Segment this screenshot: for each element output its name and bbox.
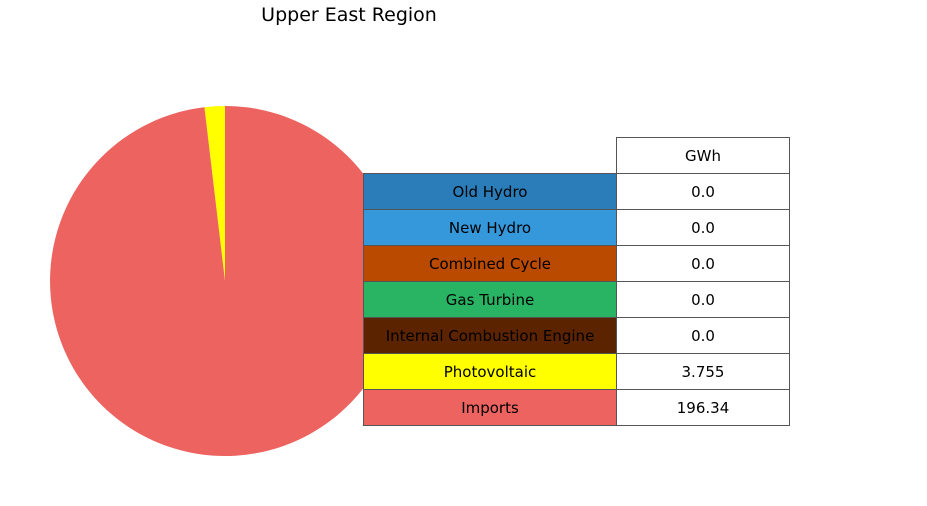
row-value: 0.0 bbox=[616, 317, 790, 354]
row-label: Old Hydro bbox=[363, 173, 617, 210]
row-label: Imports bbox=[363, 389, 617, 426]
table-row: Imports 196.34 bbox=[363, 389, 790, 426]
table-row: Old Hydro 0.0 bbox=[363, 173, 790, 210]
row-label: Photovoltaic bbox=[363, 353, 617, 390]
column-header-gwh: GWh bbox=[616, 137, 790, 174]
pie-slices bbox=[50, 106, 401, 457]
row-value: 3.755 bbox=[616, 353, 790, 390]
table-corner-cell bbox=[364, 138, 617, 174]
row-value: 0.0 bbox=[616, 281, 790, 318]
pie-slice-photovoltaic bbox=[204, 106, 225, 281]
row-value: 0.0 bbox=[616, 245, 790, 282]
table-row: Combined Cycle 0.0 bbox=[363, 245, 790, 282]
table-row: New Hydro 0.0 bbox=[363, 209, 790, 246]
data-table: GWh Old Hydro 0.0 New Hydro 0.0 Combined Cyc… bbox=[363, 137, 790, 426]
row-label: Internal Combustion Engine bbox=[363, 317, 617, 354]
table-header-row: GWh bbox=[364, 137, 790, 174]
row-label: Combined Cycle bbox=[363, 245, 617, 282]
pie-slice-imports bbox=[50, 106, 401, 457]
row-value: 196.34 bbox=[616, 389, 790, 426]
row-label: Gas Turbine bbox=[363, 281, 617, 318]
table-row: Photovoltaic 3.755 bbox=[363, 353, 790, 390]
row-label: New Hydro bbox=[363, 209, 617, 246]
table-row: Gas Turbine 0.0 bbox=[363, 281, 790, 318]
chart-title: Upper East Region bbox=[261, 4, 437, 26]
table-row: Internal Combustion Engine 0.0 bbox=[363, 317, 790, 354]
row-value: 0.0 bbox=[616, 209, 790, 246]
row-value: 0.0 bbox=[616, 173, 790, 210]
